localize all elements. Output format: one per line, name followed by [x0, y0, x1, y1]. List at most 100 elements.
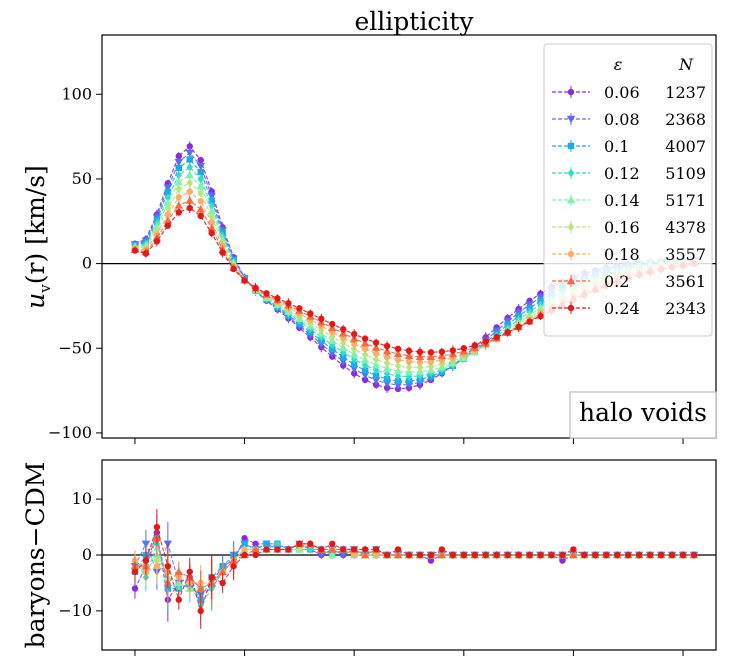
bottom-series-0.24: [131, 509, 698, 629]
data-point: [186, 163, 193, 172]
data-point: [174, 158, 184, 167]
data-point: [371, 376, 381, 385]
data-point: [405, 358, 413, 365]
data-point: [251, 545, 260, 553]
legend-count-value: 4378: [665, 218, 706, 237]
legend-count-value: 3561: [665, 272, 706, 291]
bottom-y-tick-label: 10: [72, 489, 92, 508]
data-point: [625, 551, 632, 559]
data-point: [504, 329, 511, 336]
legend-epsilon-value: 0.2: [604, 272, 629, 291]
data-point: [350, 340, 358, 348]
data-point: [196, 584, 205, 592]
bottom-y-tick-label: −10: [58, 601, 92, 620]
data-point: [404, 351, 414, 359]
data-point: [394, 361, 402, 371]
legend-epsilon-value: 0.1: [604, 137, 629, 156]
legend-marker: [567, 168, 575, 178]
top-series-line: [134, 174, 695, 373]
data-point: [361, 335, 369, 342]
data-point: [460, 345, 468, 352]
data-point: [614, 551, 621, 559]
data-point: [208, 212, 215, 221]
bottom-series-0.08: [130, 521, 699, 613]
legend-marker: [566, 195, 576, 204]
data-point: [372, 355, 380, 364]
data-point: [186, 143, 193, 150]
data-point: [274, 539, 281, 549]
data-point: [569, 550, 578, 559]
data-point: [515, 551, 522, 559]
data-point: [383, 369, 391, 378]
data-point: [635, 551, 643, 559]
legend-row-0.2: 0.2 3561: [552, 272, 706, 291]
data-point: [394, 345, 402, 353]
data-point: [394, 546, 402, 553]
data-point: [241, 540, 248, 548]
data-point: [416, 363, 424, 372]
data-point: [690, 551, 698, 559]
data-point: [318, 315, 325, 323]
data-point: [383, 342, 391, 350]
legend-epsilon-value: 0.18: [604, 245, 640, 264]
legend-row-0.24: 0.24 2343: [552, 299, 706, 318]
data-point: [460, 551, 468, 559]
data-point: [360, 355, 370, 364]
data-point: [361, 546, 369, 553]
data-point: [526, 318, 533, 325]
data-point: [537, 551, 544, 559]
legend-epsilon-value: 0.12: [604, 164, 640, 183]
data-point: [174, 567, 184, 575]
data-point: [416, 348, 424, 356]
data-point: [296, 305, 303, 312]
data-point: [405, 363, 413, 372]
legend-epsilon-value: 0.24: [604, 299, 640, 318]
data-point: [416, 551, 424, 559]
data-point: [350, 345, 358, 354]
data-point: [559, 551, 566, 559]
data-point: [361, 345, 369, 353]
data-point: [197, 168, 204, 176]
data-point: [372, 339, 380, 346]
data-point: [592, 551, 599, 559]
data-point: [307, 310, 314, 317]
data-point: [197, 189, 204, 198]
data-point: [263, 290, 270, 297]
legend-marker: [567, 142, 575, 150]
annotation-box: [569, 391, 717, 439]
data-point: [405, 347, 413, 355]
data-point: [493, 551, 500, 559]
data-point: [361, 350, 369, 360]
data-point: [581, 551, 588, 559]
data-point: [274, 295, 281, 302]
data-point: [186, 204, 193, 212]
data-point: [164, 204, 172, 213]
data-point: [219, 579, 226, 587]
data-point: [416, 359, 424, 366]
data-point: [175, 170, 183, 180]
annotation-halo-voids: halo voids: [579, 398, 707, 427]
data-point: [339, 551, 348, 560]
data-point: [197, 198, 204, 205]
legend-row-0.06: 0.06 1237: [552, 83, 706, 102]
bottom-series-line: [134, 543, 694, 590]
legend-marker: [566, 115, 576, 124]
legend-row-0.1: 0.1 4007: [552, 137, 706, 156]
data-point: [252, 551, 259, 559]
data-point: [340, 326, 347, 333]
data-point: [131, 585, 139, 592]
legend-epsilon-value: 0.16: [604, 218, 640, 237]
data-point: [197, 175, 204, 184]
bottom-series-group: [130, 509, 699, 629]
data-point: [515, 323, 522, 331]
data-point: [482, 338, 489, 345]
data-point: [153, 523, 161, 531]
data-point: [186, 178, 193, 187]
data-point: [252, 540, 259, 548]
bottom-series-line: [134, 543, 694, 590]
bottom-series-0.06: [131, 514, 698, 622]
data-point: [186, 188, 193, 195]
bottom-y-tick-label: 0: [82, 545, 92, 564]
data-point: [340, 335, 347, 342]
